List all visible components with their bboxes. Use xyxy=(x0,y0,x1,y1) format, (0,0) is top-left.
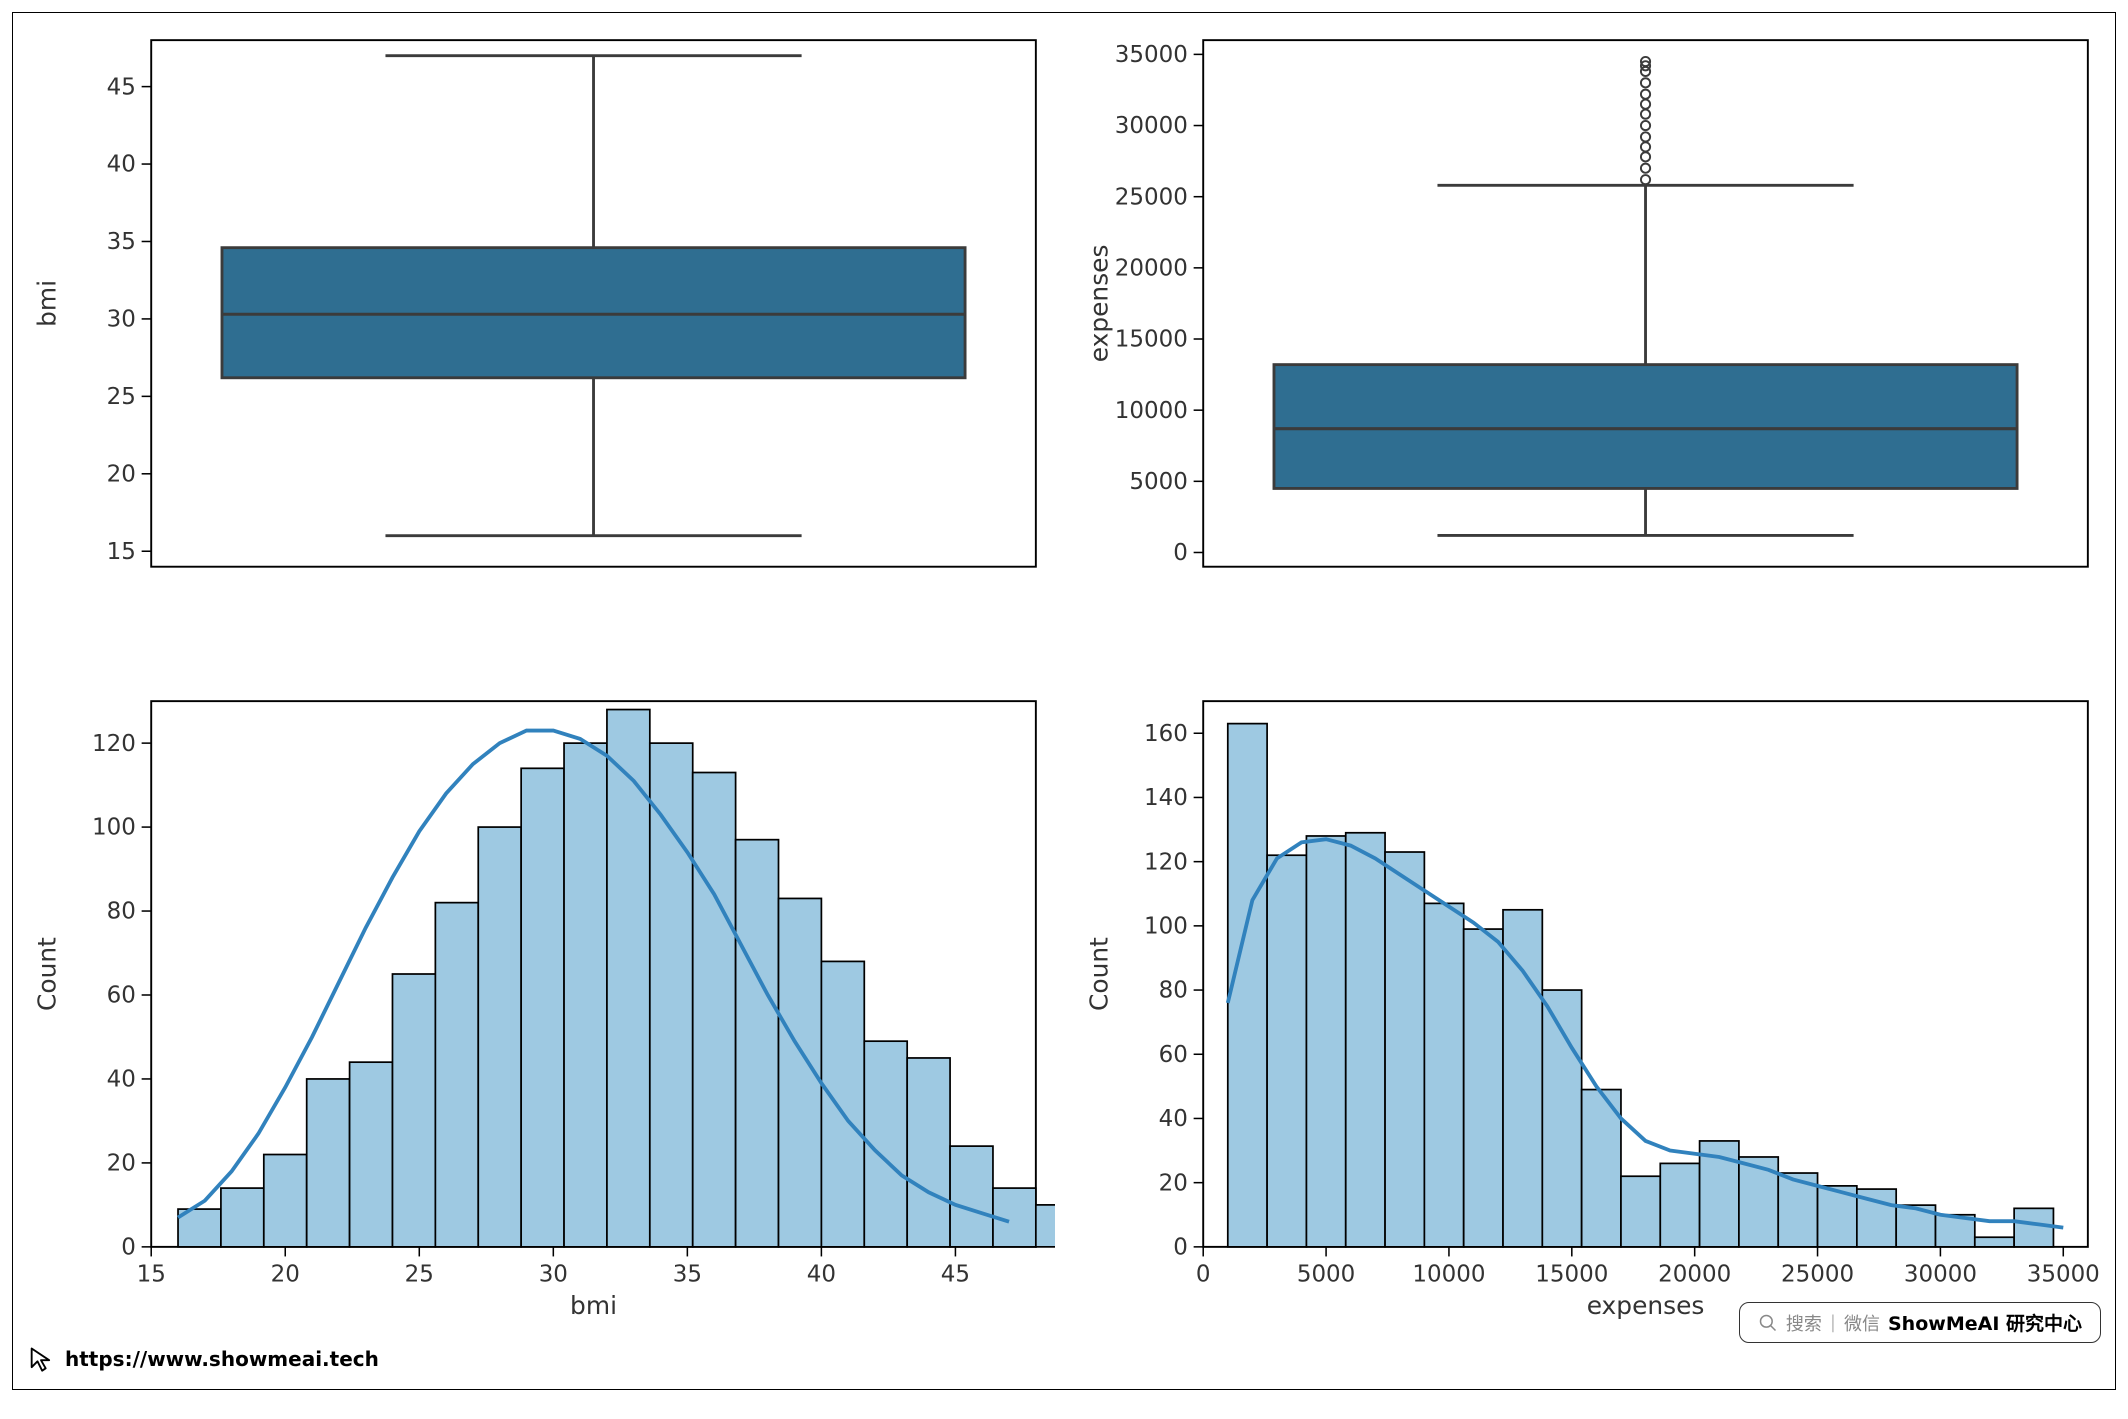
svg-text:45: 45 xyxy=(941,1261,970,1287)
svg-text:25: 25 xyxy=(405,1261,434,1287)
svg-text:20: 20 xyxy=(1159,1170,1188,1196)
pill-brand: ShowMeAI 研究中心 xyxy=(1888,1309,2082,1336)
subplot-grid: 15202530354045bmi 0500010000150002000025… xyxy=(21,21,2107,1333)
svg-text:45: 45 xyxy=(107,74,136,100)
figure-frame: 15202530354045bmi 0500010000150002000025… xyxy=(12,12,2116,1390)
svg-text:15000: 15000 xyxy=(1535,1261,1608,1287)
svg-text:expenses: expenses xyxy=(1587,1291,1705,1320)
svg-text:5000: 5000 xyxy=(1129,469,1187,495)
svg-text:15: 15 xyxy=(137,1261,166,1287)
panel-expenses-boxplot: 0 5000 10000 15000 20000 25000 30000 35000 expen… xyxy=(1073,21,2107,595)
svg-text:60: 60 xyxy=(1159,1042,1188,1068)
svg-text:160: 160 xyxy=(1144,721,1188,747)
footer-url: https://www.showmeai.tech xyxy=(65,1347,379,1371)
svg-text:40: 40 xyxy=(1159,1106,1188,1132)
svg-text:5000: 5000 xyxy=(1297,1261,1355,1287)
svg-text:25000: 25000 xyxy=(1115,184,1188,210)
search-pill: 搜索 | 微信 ShowMeAI 研究中心 xyxy=(1739,1302,2101,1343)
svg-text:40: 40 xyxy=(807,1261,836,1287)
svg-text:30000: 30000 xyxy=(1115,113,1188,139)
svg-text:0: 0 xyxy=(1196,1261,1211,1287)
svg-text:60: 60 xyxy=(107,983,136,1009)
svg-text:15000: 15000 xyxy=(1115,327,1188,353)
svg-text:20: 20 xyxy=(271,1261,300,1287)
svg-text:Count: Count xyxy=(1084,937,1113,1011)
svg-text:100: 100 xyxy=(92,815,136,841)
footer: https://www.showmeai.tech 搜索 | 微信 ShowMe… xyxy=(21,1341,2107,1377)
svg-text:140: 140 xyxy=(1144,785,1188,811)
pill-wechat-label: 微信 xyxy=(1844,1310,1880,1336)
svg-text:35000: 35000 xyxy=(2027,1261,2100,1287)
svg-text:40: 40 xyxy=(107,152,136,178)
svg-text:100: 100 xyxy=(1144,914,1188,940)
svg-text:30: 30 xyxy=(539,1261,568,1287)
svg-text:0: 0 xyxy=(121,1235,136,1261)
svg-text:40: 40 xyxy=(107,1067,136,1093)
svg-text:35: 35 xyxy=(107,229,136,255)
pill-divider: | xyxy=(1830,1312,1836,1333)
svg-text:35: 35 xyxy=(673,1261,702,1287)
svg-text:20: 20 xyxy=(107,1151,136,1177)
svg-text:120: 120 xyxy=(92,731,136,757)
svg-text:25000: 25000 xyxy=(1781,1261,1854,1287)
svg-text:bmi: bmi xyxy=(570,1291,617,1320)
svg-text:Count: Count xyxy=(32,937,61,1011)
svg-text:25: 25 xyxy=(107,384,136,410)
svg-text:120: 120 xyxy=(1144,849,1188,875)
svg-text:15: 15 xyxy=(107,539,136,565)
footer-url-row: https://www.showmeai.tech xyxy=(27,1345,379,1373)
svg-text:0: 0 xyxy=(1173,540,1188,566)
svg-text:20: 20 xyxy=(107,461,136,487)
svg-text:20000: 20000 xyxy=(1115,256,1188,282)
panel-bmi-histogram: 0 20 40 60 80 100 120 15 20 25 30 35 40 45 Count bmi xyxy=(21,682,1055,1333)
svg-text:10000: 10000 xyxy=(1115,398,1188,424)
svg-text:bmi: bmi xyxy=(32,280,61,327)
cursor-icon xyxy=(27,1345,55,1373)
svg-text:0: 0 xyxy=(1173,1235,1188,1261)
svg-text:30000: 30000 xyxy=(1904,1261,1977,1287)
panel-expenses-histogram: 0 20 40 60 80 100 120 140 160 0 5000 10000 15000 2000… xyxy=(1073,682,2107,1333)
svg-text:30: 30 xyxy=(107,307,136,333)
svg-text:20000: 20000 xyxy=(1658,1261,1731,1287)
svg-text:80: 80 xyxy=(107,899,136,925)
panel-bmi-boxplot: 15 20 25 30 35 40 45 bmi xyxy=(21,21,1055,595)
svg-text:35000: 35000 xyxy=(1115,42,1188,68)
svg-text:80: 80 xyxy=(1159,978,1188,1004)
pill-search-label: 搜索 xyxy=(1786,1310,1822,1336)
search-icon xyxy=(1758,1313,1778,1333)
svg-text:10000: 10000 xyxy=(1412,1261,1485,1287)
svg-text:expenses: expenses xyxy=(1084,245,1113,363)
